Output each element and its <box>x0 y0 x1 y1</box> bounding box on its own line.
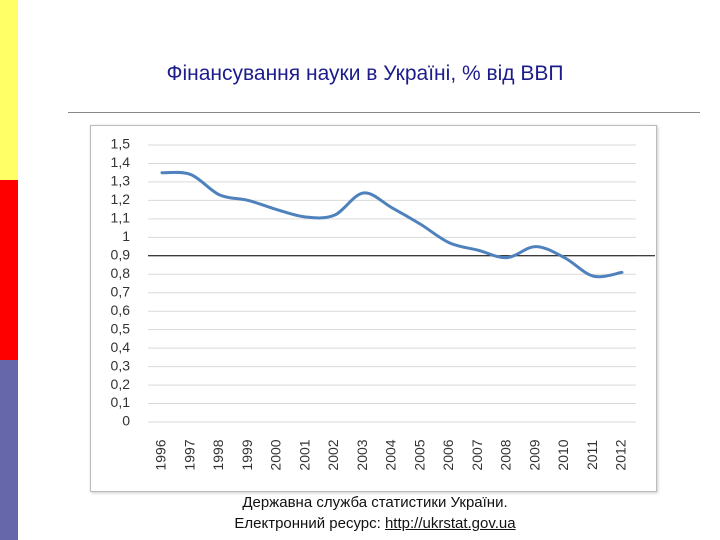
x-tick-label: 2006 <box>440 439 456 470</box>
x-tick-label: 1996 <box>153 439 169 470</box>
y-tick-label: 0,1 <box>111 394 131 410</box>
y-tick-label: 0,3 <box>111 357 131 373</box>
x-tick-label: 2005 <box>411 439 427 470</box>
y-tick-label: 0,6 <box>111 302 131 318</box>
y-tick-label: 0 <box>122 413 130 429</box>
x-tick-label: 2001 <box>296 439 312 470</box>
chart-frame <box>90 125 657 492</box>
x-tick-label: 2000 <box>268 439 284 470</box>
y-tick-label: 1,4 <box>111 154 131 170</box>
y-tick-label: 1,2 <box>111 191 131 207</box>
x-tick-label: 2009 <box>526 439 542 470</box>
x-tick-label: 1999 <box>239 439 255 470</box>
footnote: Державна служба статистики України. Елек… <box>150 492 600 534</box>
title-rule <box>68 112 700 113</box>
x-tick-label: 2008 <box>498 439 514 470</box>
y-tick-label: 0,9 <box>111 247 131 263</box>
x-tick-label: 2010 <box>555 439 571 470</box>
x-tick-label: 2011 <box>584 440 600 470</box>
y-tick-label: 0,2 <box>111 376 131 392</box>
accent-bar <box>0 360 18 540</box>
x-tick-label: 2007 <box>469 439 485 470</box>
x-tick-label: 1998 <box>210 439 226 470</box>
x-tick-label: 2002 <box>325 439 341 470</box>
source: Державна служба статистики України. <box>242 494 508 511</box>
y-tick-label: 1,3 <box>111 173 131 189</box>
accent-bar <box>0 0 18 180</box>
x-tick-label: 2012 <box>613 439 629 470</box>
accent-bar <box>0 180 18 360</box>
x-tick-label: 1997 <box>181 439 197 470</box>
y-tick-label: 0,7 <box>111 283 131 299</box>
x-tick-label: 2003 <box>354 439 370 470</box>
chart-title: Фінансування науки в Україні, % від ВВП <box>166 62 564 85</box>
y-tick-label: 0,5 <box>111 320 131 336</box>
y-tick-label: 1,1 <box>111 210 131 226</box>
link[interactable]: http://ukrstat.gov.ua <box>384 515 516 532</box>
x-tick-label: 2004 <box>383 439 399 470</box>
y-tick-label: 1,5 <box>111 136 131 152</box>
resource-label: Електронний ресурс: <box>234 515 381 532</box>
y-tick-label: 0,4 <box>111 339 131 355</box>
y-tick-label: 0,8 <box>111 265 131 281</box>
y-tick-label: 1 <box>122 228 130 244</box>
resource: Електронний ресурс: http://ukrstat.gov.u… <box>150 513 600 534</box>
series-line <box>160 170 624 279</box>
